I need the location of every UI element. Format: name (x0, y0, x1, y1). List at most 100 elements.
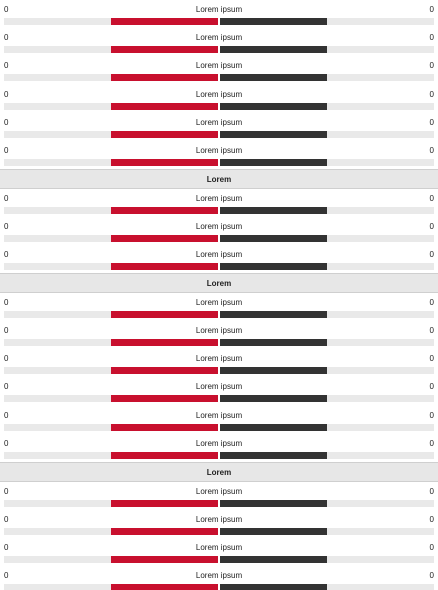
away-value: 0 (429, 410, 434, 420)
home-bar-track (4, 339, 218, 347)
home-bar-fill (111, 555, 218, 563)
away-value: 0 (429, 542, 434, 552)
away-bar-track (220, 18, 434, 25)
away-value: 0 (429, 326, 434, 336)
home-value: 0 (4, 410, 9, 420)
away-bar-fill (220, 423, 327, 431)
away-value: 0 (429, 250, 434, 260)
stat-row: 0 Lorem ipsum 0 (0, 482, 438, 510)
away-bar-fill (220, 555, 327, 563)
comparison-bar (4, 46, 434, 54)
comparison-bar (4, 423, 434, 431)
home-bar-track (4, 499, 218, 507)
home-value: 0 (4, 354, 9, 364)
away-bar-fill (220, 499, 327, 507)
home-bar-fill (111, 46, 218, 54)
home-bar-track (4, 130, 218, 138)
away-value: 0 (429, 5, 434, 14)
stat-row: 0 Lorem ipsum 0 (0, 349, 438, 377)
home-bar-track (4, 46, 218, 54)
comparison-bar (4, 263, 434, 271)
away-bar-track (220, 310, 434, 318)
stat-row: 0 Lorem ipsum 0 (0, 85, 438, 113)
stat-name: Lorem ipsum (195, 33, 243, 43)
stat-row: 0 Lorem ipsum 0 (0, 538, 438, 566)
away-bar-fill (220, 584, 327, 590)
stat-name: Lorem ipsum (195, 486, 243, 496)
home-bar-fill (111, 234, 218, 242)
away-bar-track (220, 555, 434, 563)
home-bar-track (4, 263, 218, 271)
home-bar-fill (111, 18, 218, 25)
stat-row-header: 0 Lorem ipsum 0 (4, 325, 434, 336)
home-value: 0 (4, 542, 9, 552)
comparison-bar (4, 130, 434, 138)
home-bar-fill (111, 527, 218, 535)
stat-row: 0 Lorem ipsum 0 (0, 141, 438, 169)
away-bar-track (220, 234, 434, 242)
stat-row-header: 0 Lorem ipsum 0 (4, 32, 434, 43)
stat-row: 0 Lorem ipsum 0 (0, 293, 438, 321)
stat-row-header: 0 Lorem ipsum 0 (4, 4, 434, 15)
away-bar-fill (220, 158, 327, 166)
stat-name: Lorem ipsum (195, 61, 243, 71)
comparison-bar (4, 158, 434, 166)
stat-name: Lorem ipsum (195, 297, 243, 307)
away-bar-track (220, 130, 434, 138)
section-header: Lorem (0, 169, 438, 189)
home-bar-fill (111, 367, 218, 375)
away-bar-track (220, 46, 434, 54)
away-bar-fill (220, 130, 327, 138)
away-value: 0 (429, 145, 434, 155)
home-bar-track (4, 367, 218, 375)
home-value: 0 (4, 382, 9, 392)
stat-row: 0 Lorem ipsum 0 (0, 566, 438, 590)
away-bar-track (220, 395, 434, 403)
home-value: 0 (4, 326, 9, 336)
stat-name: Lorem ipsum (195, 250, 243, 260)
away-bar-track (220, 339, 434, 347)
home-value: 0 (4, 33, 9, 43)
home-bar-track (4, 234, 218, 242)
away-bar-fill (220, 339, 327, 347)
home-value: 0 (4, 193, 9, 203)
away-bar-fill (220, 395, 327, 403)
home-value: 0 (4, 61, 9, 71)
home-bar-fill (111, 158, 218, 166)
comparison-bar (4, 310, 434, 318)
home-bar-track (4, 158, 218, 166)
stat-name: Lorem ipsum (195, 542, 243, 552)
away-value: 0 (429, 514, 434, 524)
home-bar-fill (111, 310, 218, 318)
stat-row: 0 Lorem ipsum 0 (0, 406, 438, 434)
stat-row-header: 0 Lorem ipsum 0 (4, 297, 434, 308)
stat-row-header: 0 Lorem ipsum 0 (4, 353, 434, 364)
home-bar-track (4, 555, 218, 563)
stat-row: 0 Lorem ipsum 0 (0, 434, 438, 462)
stat-row: 0 Lorem ipsum 0 (0, 113, 438, 141)
stat-row-header: 0 Lorem ipsum 0 (4, 193, 434, 204)
stat-row-header: 0 Lorem ipsum 0 (4, 145, 434, 156)
comparison-bar (4, 234, 434, 242)
home-bar-fill (111, 499, 218, 507)
away-bar-track (220, 74, 434, 82)
stat-row: 0 Lorem ipsum 0 (0, 217, 438, 245)
stat-row: 0 Lorem ipsum 0 (0, 56, 438, 84)
away-bar-fill (220, 102, 327, 110)
home-value: 0 (4, 250, 9, 260)
comparison-bar (4, 395, 434, 403)
away-bar-fill (220, 74, 327, 82)
away-value: 0 (429, 486, 434, 496)
stat-row: 0 Lorem ipsum 0 (0, 377, 438, 405)
away-bar-track (220, 527, 434, 535)
away-bar-track (220, 158, 434, 166)
comparison-bar (4, 206, 434, 214)
stat-row-header: 0 Lorem ipsum 0 (4, 486, 434, 497)
away-bar-fill (220, 46, 327, 54)
stat-name: Lorem ipsum (195, 5, 243, 14)
comparison-bar (4, 584, 434, 590)
comparison-bar (4, 527, 434, 535)
home-value: 0 (4, 297, 9, 307)
home-value: 0 (4, 89, 9, 99)
stat-name: Lorem ipsum (195, 221, 243, 231)
